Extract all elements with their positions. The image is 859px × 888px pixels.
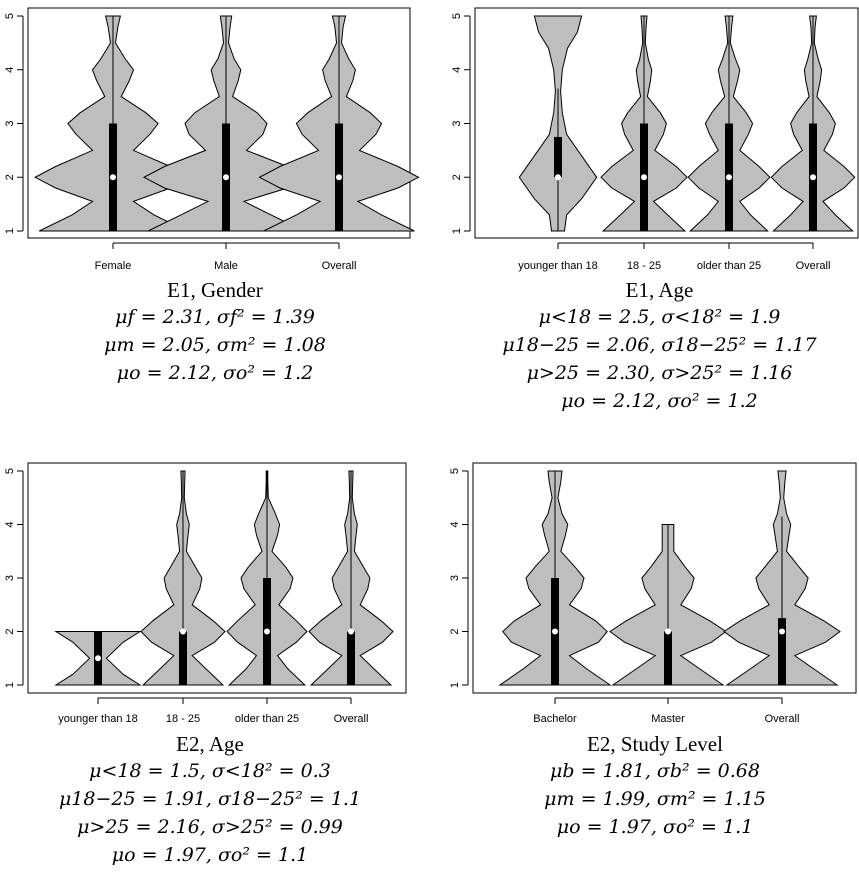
caption-stat: μ18−25 = 2.06, σ18−25² = 1.17 xyxy=(502,334,817,356)
category-label: Overall xyxy=(334,713,369,725)
chart-panel-2: 1 2 3 4 5 younger than 18 18 - 25 older than 25… xyxy=(451,7,859,272)
y-tick-label: 3 xyxy=(451,120,463,126)
y-tick-label: 5 xyxy=(449,468,461,474)
y-tick-label: 1 xyxy=(4,228,16,234)
median-point xyxy=(180,628,186,635)
caption-stat: μ>25 = 2.16, σ>25² = 0.99 xyxy=(77,816,343,838)
y-tick-label: 4 xyxy=(451,67,463,73)
plot-frame xyxy=(27,7,411,239)
median-point xyxy=(264,628,270,635)
caption-stat: μm = 2.05, σm² = 1.08 xyxy=(104,334,326,356)
y-tick-label: 3 xyxy=(449,575,461,581)
y-tick-label: 3 xyxy=(4,575,16,581)
caption-stat: μo = 1.97, σo² = 1.1 xyxy=(556,816,754,838)
median-point xyxy=(641,174,647,181)
y-tick-label: 5 xyxy=(4,468,16,474)
iqr-box xyxy=(778,618,786,685)
chart-panel-4: 1 2 3 4 5 Bachelor Master Overall xyxy=(449,462,857,725)
caption-stat: μ18−25 = 1.91, σ18−25² = 1.1 xyxy=(58,788,362,810)
chart-panel-3: 1 2 3 4 5 younger than 18 18 - 25 older than 25… xyxy=(4,462,407,725)
category-label: younger than 18 xyxy=(518,260,598,272)
y-tick-label: 2 xyxy=(449,628,461,634)
y-tick-label: 4 xyxy=(449,521,461,527)
caption-title: E1, Age xyxy=(625,278,694,302)
category-label: Overall xyxy=(322,260,357,272)
y-tick-label: 3 xyxy=(4,120,16,126)
median-point xyxy=(336,174,342,181)
iqr-box xyxy=(664,631,672,685)
chart-panel-1: 1 2 3 4 5 Female Male Overall xyxy=(4,7,420,272)
category-label: older than 25 xyxy=(697,260,761,272)
category-label: 18 - 25 xyxy=(166,713,200,725)
y-tick-label: 2 xyxy=(451,174,463,180)
y-tick-label: 1 xyxy=(4,682,16,688)
category-label: Master xyxy=(651,713,685,725)
y-tick-label: 1 xyxy=(451,228,463,234)
caption-stat: μo = 2.12, σo² = 1.2 xyxy=(116,362,314,384)
caption-e2-study-level: E2, Study Level μb = 1.81, σb² = 0.68 μm… xyxy=(460,732,850,841)
median-point xyxy=(810,174,816,181)
category-label: older than 25 xyxy=(235,713,299,725)
median-point xyxy=(552,628,558,635)
plot-frame xyxy=(472,462,857,694)
caption-title: E2, Study Level xyxy=(587,732,723,756)
caption-title: E2, Age xyxy=(176,732,244,756)
caption-stat: μ>25 = 2.30, σ>25² = 1.16 xyxy=(526,362,793,384)
category-label: Overall xyxy=(765,713,800,725)
caption-stat: μ<18 = 2.5, σ<18² = 1.9 xyxy=(538,306,781,328)
plot-frame xyxy=(27,462,407,694)
median-point xyxy=(223,174,229,181)
y-tick-label: 1 xyxy=(449,682,461,688)
category-label: Overall xyxy=(796,260,831,272)
iqr-box xyxy=(554,136,562,178)
y-tick-label: 4 xyxy=(4,67,16,73)
category-label: 18 - 25 xyxy=(627,260,661,272)
caption-stat: μf = 2.31, σf² = 1.39 xyxy=(115,306,315,328)
caption-stat: μo = 1.97, σo² = 1.1 xyxy=(111,844,309,866)
median-point xyxy=(348,628,354,635)
category-label: Bachelor xyxy=(533,713,577,725)
iqr-box xyxy=(347,631,355,685)
caption-e1-gender: E1, Gender μf = 2.31, σf² = 1.39 μm = 2.… xyxy=(20,278,410,387)
category-label: Female xyxy=(95,260,132,272)
median-point xyxy=(779,628,785,635)
category-label: younger than 18 xyxy=(58,713,138,725)
median-point xyxy=(110,174,116,181)
caption-stat: μ<18 = 1.5, σ<18² = 0.3 xyxy=(89,760,331,782)
y-tick-label: 2 xyxy=(4,174,16,180)
median-point xyxy=(95,655,101,662)
y-tick-label: 5 xyxy=(451,13,463,19)
median-point xyxy=(555,174,561,181)
y-tick-label: 2 xyxy=(4,628,16,634)
caption-title: E1, Gender xyxy=(167,278,263,302)
y-tick-label: 5 xyxy=(4,13,16,19)
category-label: Male xyxy=(214,260,238,272)
plot-frame xyxy=(474,7,859,239)
iqr-box xyxy=(179,631,187,685)
caption-e2-age: E2, Age μ<18 = 1.5, σ<18² = 0.3 μ18−25 =… xyxy=(10,732,410,869)
y-tick-label: 4 xyxy=(4,521,16,527)
caption-stat: μm = 1.99, σm² = 1.15 xyxy=(544,788,766,810)
median-point xyxy=(665,628,671,635)
median-point xyxy=(726,174,732,181)
caption-stat: μb = 1.81, σb² = 0.68 xyxy=(550,760,760,782)
caption-stat: μo = 2.12, σo² = 1.2 xyxy=(561,390,758,412)
caption-e1-age: E1, Age μ<18 = 2.5, σ<18² = 1.9 μ18−25 =… xyxy=(460,278,859,415)
